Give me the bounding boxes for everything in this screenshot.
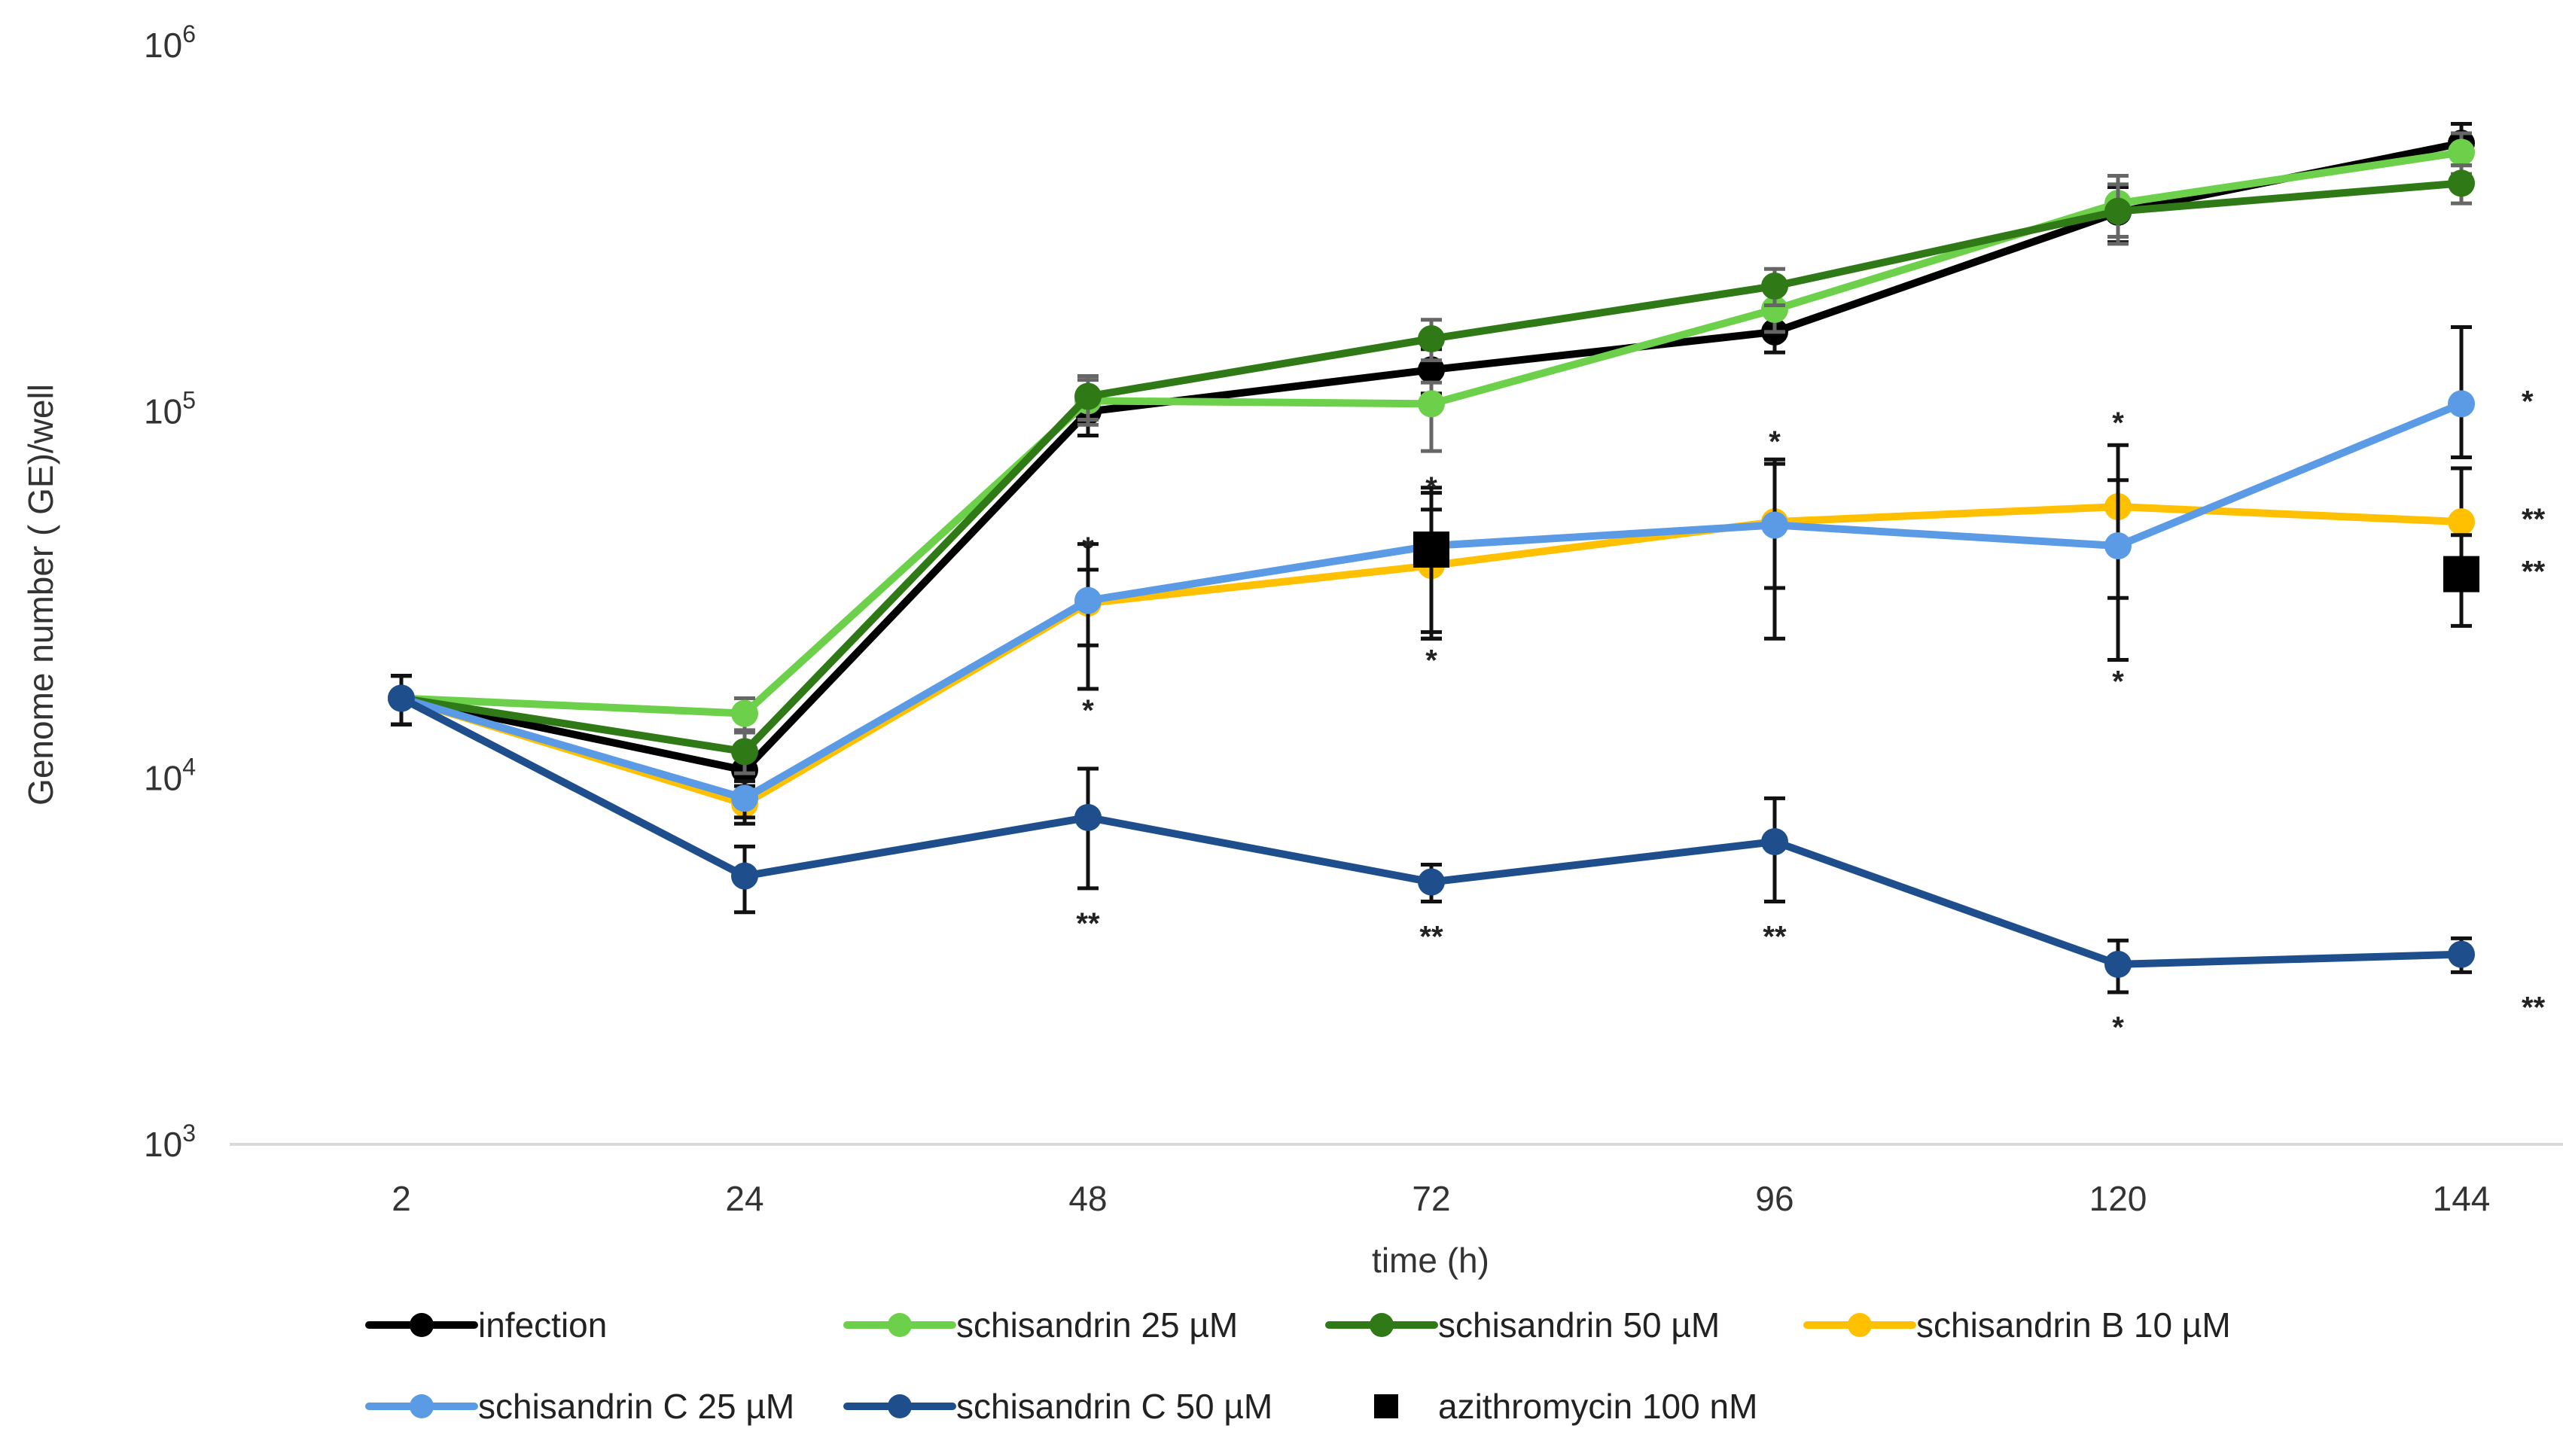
significance-star: ** xyxy=(2522,556,2546,589)
data-point xyxy=(731,738,758,766)
y-tick-exponent: 6 xyxy=(182,20,196,47)
series-schisandrin-c-50-m xyxy=(388,674,2475,995)
data-point xyxy=(2448,508,2475,536)
x-axis-ticks: 2 24 48 72 96 120 144 xyxy=(392,1179,2490,1218)
data-point xyxy=(731,699,758,727)
series-layer xyxy=(388,121,2479,995)
legend-label: schisandrin 50 µM xyxy=(1438,1305,1720,1345)
data-point xyxy=(1761,296,1788,324)
significance-star: * xyxy=(2522,385,2534,418)
legend-marker xyxy=(1374,1394,1398,1418)
legend-label: infection xyxy=(478,1305,607,1345)
y-axis-title: Genome number ( GE)/well xyxy=(21,384,60,806)
legend-item: infection xyxy=(365,1305,607,1345)
legend-label: schisandrin 25 µM xyxy=(956,1305,1238,1345)
series-schisandrin-50-m xyxy=(388,163,2475,775)
data-point xyxy=(1418,390,1445,418)
y-tick-label: 105 xyxy=(144,387,196,431)
significance-star: ** xyxy=(2522,991,2546,1024)
x-tick-label: 144 xyxy=(2433,1179,2491,1218)
legend-item: azithromycin 100 nM xyxy=(1374,1387,1757,1426)
legend-label: schisandrin B 10 µM xyxy=(1916,1305,2231,1345)
data-point xyxy=(1418,324,1445,352)
significance-star: * xyxy=(1082,532,1094,565)
x-tick-label: 120 xyxy=(2089,1179,2147,1218)
data-point xyxy=(1413,532,1449,568)
x-tick-label: 72 xyxy=(1412,1179,1450,1218)
data-point xyxy=(1418,868,1445,896)
series-azithromycin-100-nm xyxy=(1413,491,2479,641)
data-point xyxy=(1418,356,1445,384)
data-point xyxy=(388,684,415,712)
legend-marker xyxy=(888,1313,912,1337)
legend-marker xyxy=(410,1313,434,1337)
data-point xyxy=(731,862,758,890)
y-tick-base: 10 xyxy=(144,1125,182,1164)
significance-star: ** xyxy=(1763,920,1787,953)
significance-star: * xyxy=(2112,1011,2124,1044)
significance-star: ** xyxy=(1076,907,1100,940)
y-tick-exponent: 4 xyxy=(182,753,196,780)
legend-item: schisandrin 50 µM xyxy=(1325,1305,1720,1345)
legend-label: schisandrin C 25 µM xyxy=(478,1387,794,1426)
y-tick-label: 106 xyxy=(144,20,196,65)
legend-item: schisandrin 25 µM xyxy=(843,1305,1238,1345)
x-tick-label: 2 xyxy=(392,1179,411,1218)
series-schisandrin-25-m xyxy=(388,131,2475,733)
legend-marker xyxy=(410,1394,434,1418)
legend-item: schisandrin C 50 µM xyxy=(843,1387,1272,1426)
data-point xyxy=(1761,273,1788,300)
significance-star: * xyxy=(2112,407,2124,440)
significance-star: ** xyxy=(2522,503,2546,536)
y-tick-exponent: 3 xyxy=(182,1119,196,1147)
data-point xyxy=(1761,827,1788,855)
data-point xyxy=(1074,586,1102,614)
legend-label: azithromycin 100 nM xyxy=(1438,1387,1757,1426)
legend-item: schisandrin B 10 µM xyxy=(1803,1305,2231,1345)
data-point xyxy=(2448,940,2475,968)
x-tick-label: 96 xyxy=(1755,1179,1793,1218)
x-tick-label: 24 xyxy=(725,1179,763,1218)
y-tick-label: 104 xyxy=(144,753,196,797)
data-point xyxy=(2448,390,2475,418)
data-point xyxy=(2104,532,2132,560)
legend-label: schisandrin C 50 µM xyxy=(956,1387,1272,1426)
data-point xyxy=(2448,169,2475,197)
data-point xyxy=(731,784,758,812)
data-point xyxy=(1074,803,1102,831)
x-tick-label: 48 xyxy=(1068,1179,1107,1218)
significance-star: * xyxy=(1769,425,1781,458)
data-point xyxy=(1074,382,1102,410)
significance-star: * xyxy=(2112,666,2124,699)
significance-star: ** xyxy=(1419,920,1443,953)
legend: infection schisandrin 25 µM schisandrin 50… xyxy=(365,1305,2231,1426)
y-tick-label: 103 xyxy=(144,1119,196,1164)
significance-star: * xyxy=(1425,471,1437,504)
legend-marker xyxy=(888,1394,912,1418)
y-tick-base: 10 xyxy=(144,26,182,65)
significance-star: * xyxy=(1082,694,1094,727)
y-tick-base: 10 xyxy=(144,392,182,431)
y-tick-exponent: 5 xyxy=(182,387,196,414)
data-point xyxy=(1761,511,1788,539)
legend-marker xyxy=(1848,1313,1872,1337)
legend-marker xyxy=(1370,1313,1394,1337)
significance-star: * xyxy=(1425,644,1437,677)
data-point xyxy=(2104,950,2132,978)
series-infection xyxy=(388,121,2475,797)
significance-markers: ************ ** ******* xyxy=(1076,385,2545,1044)
y-tick-base: 10 xyxy=(144,758,182,797)
x-axis-title: time (h) xyxy=(1372,1241,1489,1280)
data-point xyxy=(2448,139,2475,166)
legend-item: schisandrin C 25 µM xyxy=(365,1387,794,1426)
data-point xyxy=(2104,197,2132,225)
data-point xyxy=(2443,556,2479,592)
